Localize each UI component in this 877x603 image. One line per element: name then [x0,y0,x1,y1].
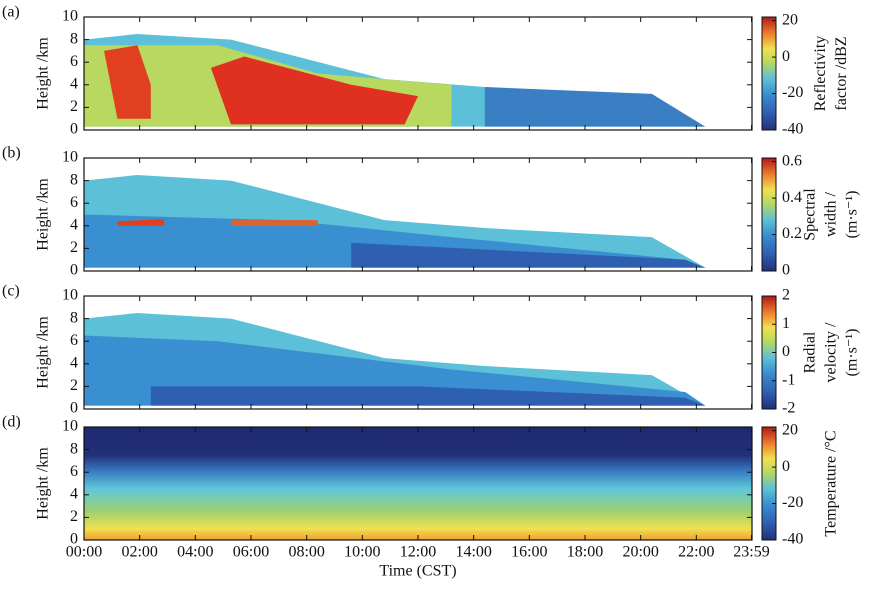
y-axis-label: Height /km [35,316,52,389]
panel-label: (c) [2,283,20,300]
field-region [230,220,318,226]
colorbar-tick-label: -20 [782,494,803,511]
x-tick-label: 02:00 [121,544,157,561]
colorbar-label: Temperature /°C [823,430,840,536]
colorbar-label: Spectral [802,188,819,241]
colorbar-label: Radial [802,331,819,373]
x-axis-label: Time (CST) [379,563,456,580]
x-tick-label: 06:00 [233,544,269,561]
y-tick-label: 4 [70,216,78,233]
x-tick-label: 20:00 [622,544,658,561]
y-axis-label: Height /km [35,37,52,110]
colorbar-label: (m·s⁻¹) [844,329,861,377]
x-tick-label: 10:00 [344,544,380,561]
colorbar-tick-label: 0 [782,343,790,360]
y-tick-label: 4 [70,485,78,502]
y-tick-label: 8 [70,30,78,47]
y-tick-label: 8 [70,309,78,326]
y-tick-label: 6 [70,53,78,70]
y-tick-label: 2 [70,239,78,256]
colorbar-tick-label: 0 [782,262,790,279]
colorbar-tick-label: 0.4 [782,189,802,206]
y-tick-label: 10 [62,8,78,25]
colorbar-tick-label: 0 [782,48,790,65]
field-region [351,242,706,268]
field-region [484,87,706,127]
colorbar [761,16,777,131]
colorbar-label: (m·s⁻¹) [844,191,861,239]
y-tick-label: 0 [70,121,78,138]
field-region [210,56,418,125]
x-tick-label: 22:00 [678,544,714,561]
y-tick-label: 0 [70,262,78,279]
colorbar [761,157,777,272]
panel: (b) Height /km 0 2 4 6 8 10 0 0.2 0.4 0.6 Spectral wi… [2,145,861,279]
panel-label: (d) [2,414,21,431]
colorbar-tick-label: -2 [782,400,795,417]
x-tick-label: 14:00 [455,544,491,561]
colorbar-label: width / [823,192,840,237]
y-tick-label: 4 [70,75,78,92]
y-tick-label: 6 [70,194,78,211]
x-tick-label: 12:00 [400,544,436,561]
colorbar-label: Reflectivity [812,36,829,112]
colorbar-label: factor /dBZ [833,36,850,110]
y-tick-label: 8 [70,171,78,188]
x-tick-label: 18:00 [567,544,603,561]
y-tick-label: 2 [70,377,78,394]
panel-label: (a) [2,4,20,21]
y-tick-label: 2 [70,98,78,115]
x-tick-label: 04:00 [177,544,213,561]
colorbar-tick-label: -20 [782,84,803,101]
colorbar-tick-label: 2 [782,287,790,304]
panel: (a) Height /km 0 2 4 6 8 10 -40 -20 0 20 Reflectivit… [2,4,850,138]
colorbar-label: velocity / [823,322,840,383]
x-tick-label: 08:00 [288,544,324,561]
field-region [84,427,752,540]
x-tick-label: 23:59 [733,544,769,561]
colorbar-tick-label: 0.6 [782,152,802,169]
y-tick-label: 10 [62,149,78,166]
y-tick-label: 8 [70,440,78,457]
colorbar-tick-label: -40 [782,531,803,548]
colorbar-tick-label: 0.2 [782,225,802,242]
x-tick-label: 16:00 [511,544,547,561]
panel: (d) Height /km 0 2 4 6 8 10 00:00 02:00 04:00 06:00… [2,414,840,580]
panel: (c) Height /km 0 2 4 6 8 10 -2 -1 0 1 2 Radial velocit… [2,283,861,417]
y-axis-label: Height /km [35,178,52,251]
colorbar-tick-label: 20 [782,11,798,28]
colorbar-tick-label: 0 [782,458,790,475]
y-tick-label: 2 [70,508,78,525]
colorbar-tick-label: 20 [782,421,798,438]
y-tick-label: 0 [70,400,78,417]
colorbar-tick-label: -40 [782,121,803,138]
x-tick-label: 00:00 [66,544,102,561]
y-tick-label: 6 [70,332,78,349]
y-tick-label: 0 [70,531,78,548]
colorbar-tick-label: 1 [782,315,790,332]
y-tick-label: 4 [70,354,78,371]
y-axis-label: Height /km [35,447,52,520]
y-tick-label: 6 [70,463,78,480]
colorbar-tick-label: -1 [782,371,795,388]
colorbar [761,426,777,541]
panel-label: (b) [2,145,21,162]
field-region [117,219,165,226]
y-tick-label: 10 [62,418,78,435]
field-region [104,45,151,119]
field-region [150,386,706,406]
y-tick-label: 10 [62,287,78,304]
